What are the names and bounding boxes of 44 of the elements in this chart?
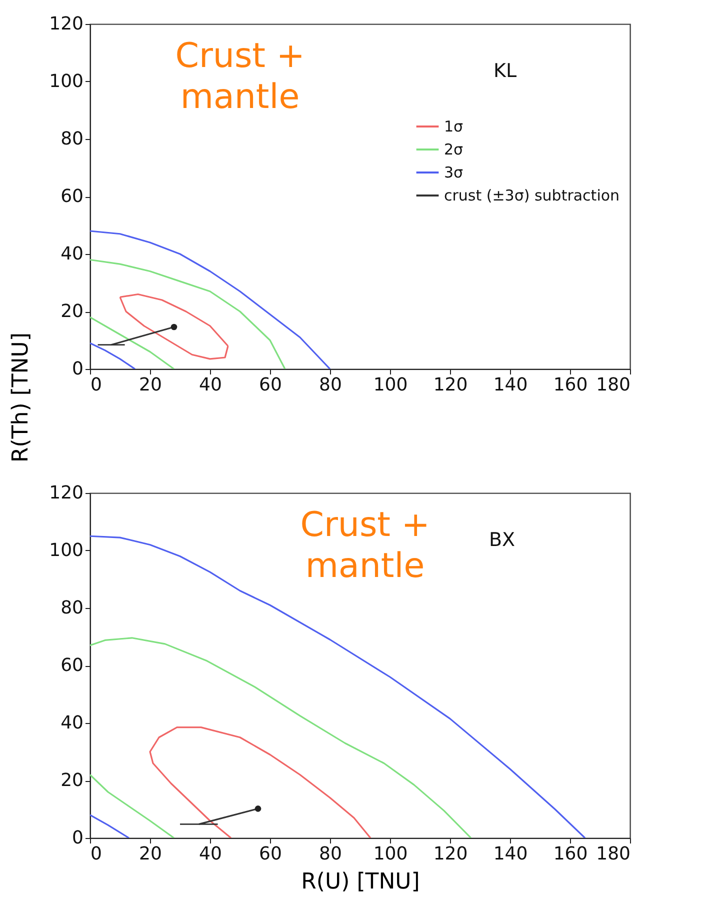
y-tick-label: 120 [49,482,84,504]
annotation: Crust + mantle [300,505,430,586]
x-tick-label: 180 [596,374,630,396]
x-tick-label: 20 [139,844,162,864]
x-tick-label: 0 [90,844,102,864]
x-tick-label: 0 [90,374,102,396]
x-tick-label: 20 [139,374,162,396]
x-tick-label: 120 [433,374,468,396]
y-tick-label: 100 [49,540,84,561]
x-tick-label: 60 [259,844,282,864]
y-tick-label: 20 [60,770,84,791]
x-axis-title: R(U) [TNU] [301,870,420,894]
x-tick-label: 160 [553,374,588,396]
y-tick-label: 0 [72,358,84,380]
legend-label: 3σ [444,164,464,182]
x-tick-label: 160 [553,844,588,864]
x-tick-label: 40 [199,844,222,864]
x-tick-label: 100 [373,374,408,396]
legend-label: crust (±3σ) subtraction [444,186,620,204]
x-tick-label: 40 [199,374,222,396]
y-tick-label: 0 [72,828,84,848]
x-tick-label: 80 [319,844,342,864]
x-tick-label: 180 [596,844,630,864]
y-tick-label: 80 [60,128,84,150]
annotation: BX [488,529,516,551]
y-axis-title: R(Th) [TNU] [8,332,34,462]
legend-label: 1σ [444,118,464,136]
y-tick-label: 100 [49,71,84,92]
x-tick-label: 100 [373,844,408,864]
y-tick-label: 60 [60,186,84,207]
y-tick-label: 20 [60,301,84,322]
x-tick-label: 140 [493,374,528,396]
annotation: Crust + mantle [175,36,305,117]
y-tick-label: 60 [60,655,84,676]
annotation: KL [493,60,517,82]
y-tick-label: 80 [60,598,84,618]
legend-label: 2σ [444,140,464,158]
x-tick-label: 120 [433,844,468,864]
x-tick-label: 140 [493,844,528,864]
y-tick-label: 120 [49,14,84,34]
y-tick-label: 40 [60,244,84,264]
y-tick-label: 40 [60,712,84,734]
x-tick-label: 60 [259,374,282,396]
x-tick-label: 80 [319,374,342,396]
